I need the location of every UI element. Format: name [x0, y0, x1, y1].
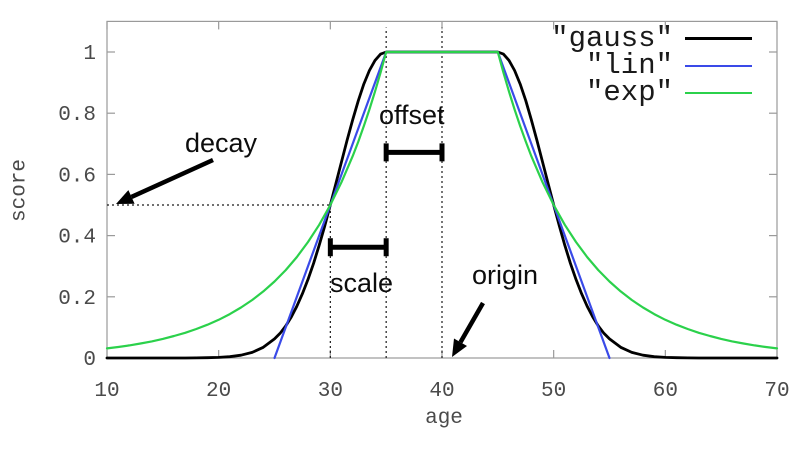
legend-row: "gauss" [420, 22, 752, 55]
legend: "gauss" "lin" "exp" [420, 22, 752, 109]
x-axis-title: age [425, 407, 463, 430]
origin-arrow-head [452, 338, 467, 357]
curve-exp [105, 50, 779, 350]
origin-annotation-label: origin [472, 260, 539, 290]
y-tick-label: 0.4 [58, 227, 96, 250]
x-tick-label: 20 [206, 380, 231, 403]
offset-annotation-label: offset [379, 100, 445, 130]
y-tick-label: 1 [83, 43, 96, 66]
x-tick-label: 30 [318, 380, 343, 403]
scale-annotation-label: scale [330, 268, 394, 298]
y-axis-title: score [8, 159, 32, 223]
x-tick-label: 50 [541, 380, 566, 403]
legend-line-lin [685, 64, 752, 67]
origin-arrow-shaft [458, 301, 485, 344]
legend-label-lin: "lin" [585, 49, 673, 82]
legend-row: "exp" [420, 76, 752, 109]
y-tick-label: 0.6 [58, 165, 96, 188]
decay-arrow-shaft [130, 157, 214, 200]
y-tick-label: 0.8 [58, 104, 96, 127]
x-tick-label: 60 [653, 380, 678, 403]
legend-row: "lin" [420, 49, 752, 82]
decay-annotation-label: decay [185, 128, 258, 158]
y-tick-label: 0.2 [58, 288, 96, 311]
x-tick-label: 70 [764, 380, 789, 403]
x-tick-label: 10 [94, 380, 119, 403]
legend-label-gauss: "gauss" [551, 22, 673, 55]
x-tick-label: 40 [429, 380, 454, 403]
decay-arrow-head [116, 190, 135, 204]
y-tick-label: 0 [83, 349, 96, 372]
legend-label-exp: "exp" [585, 76, 673, 109]
legend-line-exp [685, 91, 752, 94]
legend-line-gauss [685, 37, 752, 40]
